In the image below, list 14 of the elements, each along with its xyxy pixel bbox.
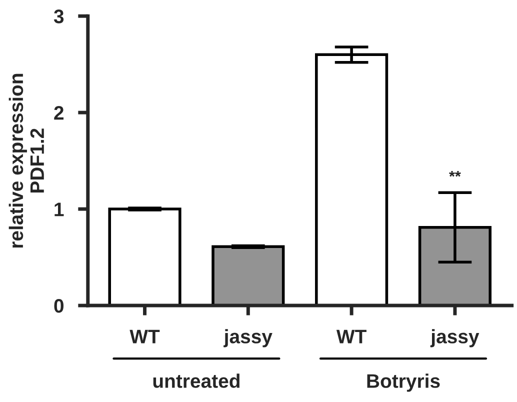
x-tick-label: jassy — [430, 329, 480, 348]
y-tick-label: 2 — [54, 106, 64, 120]
x-tick-label: jassy — [224, 329, 272, 348]
x-tick-label: WT — [336, 330, 366, 344]
text: Botryris — [367, 374, 440, 392]
y-tick-label: 1 — [54, 202, 64, 216]
y-tick-label: 3 — [54, 10, 64, 24]
text: untreated — [153, 374, 240, 388]
annotation: ** — [449, 171, 461, 177]
y-axis-title: relative expression PDF1.2 — [8, 74, 44, 248]
bar — [212, 245, 285, 306]
x-tick-label: WT — [130, 330, 160, 344]
bar — [108, 208, 182, 306]
y-tick-label: 0 — [54, 298, 64, 313]
